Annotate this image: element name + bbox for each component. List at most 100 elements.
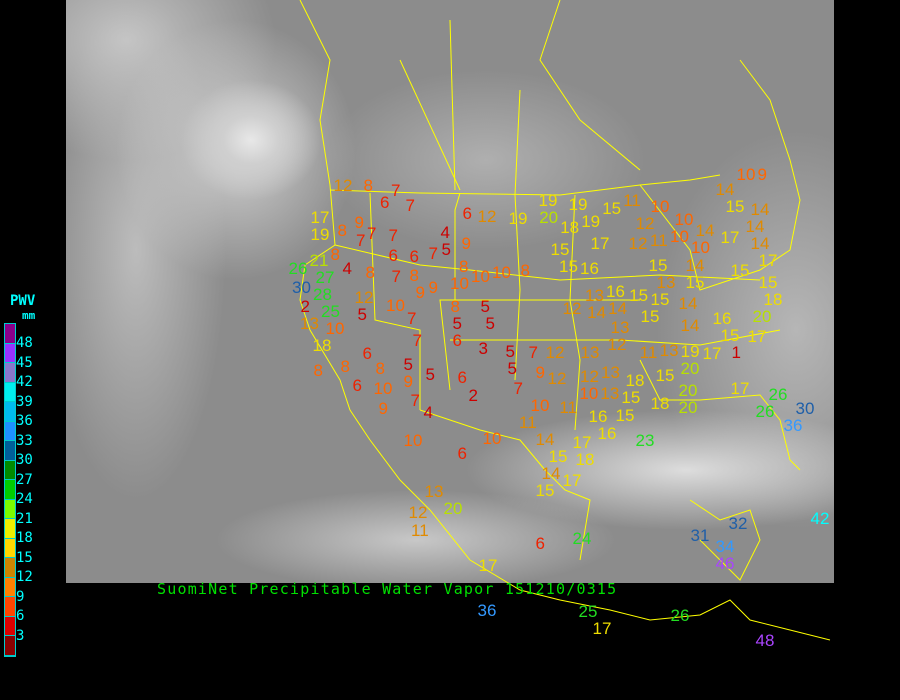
legend-swatch <box>5 441 15 461</box>
boundary-line <box>334 244 761 281</box>
station-pwv-value: 8 <box>375 358 385 378</box>
station-pwv-value: 6 <box>362 343 372 363</box>
legend-swatch <box>5 499 15 519</box>
station-pwv-value: 13 <box>656 273 676 293</box>
station-pwv-value: 16 <box>597 424 617 443</box>
station-pwv-value: 7 <box>412 330 422 350</box>
legend-label: 18 <box>16 530 33 546</box>
station-pwv-value: 10 <box>650 196 670 216</box>
station-pwv-value: 7 <box>391 180 401 200</box>
station-pwv-value: 5 <box>441 240 451 259</box>
station-pwv-value: 10 <box>386 295 405 315</box>
station-pwv-value: 11 <box>623 190 641 210</box>
station-pwv-value: 7 <box>428 243 438 263</box>
station-pwv-value: 19 <box>581 211 601 231</box>
station-pwv-value: 6 <box>457 443 467 463</box>
legend-label: 6 <box>16 608 25 624</box>
station-pwv-value: 5 <box>480 297 490 316</box>
station-pwv-value: 20 <box>680 359 700 378</box>
station-pwv-value: 19 <box>680 342 700 361</box>
station-pwv-value: 15 <box>655 365 675 385</box>
station-pwv-value: 17 <box>562 470 582 490</box>
station-pwv-value: 8 <box>450 296 460 316</box>
station-pwv-value: 26 <box>670 605 690 625</box>
station-pwv-value: 12 <box>333 175 353 195</box>
station-pwv-value: 15 <box>720 326 740 346</box>
legend-swatch <box>5 421 15 441</box>
station-pwv-value: 7 <box>356 230 366 250</box>
station-pwv-value: 8 <box>337 220 347 240</box>
legend-swatch <box>5 480 15 500</box>
station-pwv-value: 15 <box>725 196 745 216</box>
station-pwv-value: 18 <box>312 335 332 355</box>
station-pwv-value: 13 <box>580 342 600 362</box>
station-pwv-value: 14 <box>608 299 628 318</box>
legend-label: 36 <box>16 413 33 429</box>
station-pwv-value: 15 <box>559 256 578 276</box>
station-pwv-value: 5 <box>507 359 517 378</box>
station-pwv-value: 10 <box>471 266 490 286</box>
legend-swatch <box>5 324 15 344</box>
station-pwv-value: 12 <box>408 502 428 522</box>
station-pwv-value: 18 <box>575 450 595 469</box>
station-pwv-value: 7 <box>410 390 420 410</box>
station-pwv-value: 13 <box>659 340 679 360</box>
legend-label: 15 <box>16 549 33 566</box>
station-pwv-value: 9 <box>403 372 413 391</box>
station-pwv-value: 6 <box>388 245 398 265</box>
legend-swatch <box>5 597 15 617</box>
station-pwv-value: 20 <box>678 381 698 400</box>
station-pwv-value: 11 <box>519 412 537 432</box>
station-pwv-value: 17 <box>758 250 778 270</box>
station-pwv-value: 15 <box>648 256 668 276</box>
station-pwv-value: 4 <box>440 223 450 242</box>
legend-title: PWV <box>10 293 36 309</box>
station-pwv-value: 12 <box>562 298 582 318</box>
station-pwv-value: 7 <box>407 308 417 328</box>
station-pwv-value: 15 <box>650 290 670 310</box>
station-pwv-value: 34 <box>715 537 735 556</box>
station-pwv-value: 36 <box>783 415 803 435</box>
legend-label: 45 <box>16 354 33 371</box>
legend-label: 3 <box>16 627 25 644</box>
station-pwv-value: 13 <box>600 383 620 403</box>
station-pwv-value: 15 <box>640 307 660 327</box>
boundary-line <box>514 89 521 196</box>
station-pwv-value: 15 <box>550 239 570 259</box>
station-pwv-value: 11 <box>639 342 658 362</box>
station-pwv-value: 5 <box>357 305 367 324</box>
station-pwv-value: 9 <box>535 362 545 382</box>
station-pwv-value: 13 <box>610 317 630 337</box>
legend-label: 21 <box>16 510 33 527</box>
station-pwv-value: 6 <box>462 203 472 223</box>
station-pwv-value: 18 <box>625 371 645 390</box>
station-pwv-value: 7 <box>388 225 398 245</box>
station-pwv-value: 15 <box>602 198 622 218</box>
station-pwv-value: 10 <box>736 164 756 184</box>
boundary-line <box>689 499 761 581</box>
station-pwv-value: 10 <box>670 226 689 246</box>
station-pwv-value: 8 <box>459 257 469 276</box>
station-pwv-value: 15 <box>535 480 555 500</box>
station-pwv-value: 14 <box>680 315 700 335</box>
boundary-line <box>569 194 581 431</box>
station-pwv-value: 26 <box>755 402 775 421</box>
legend-label: 9 <box>16 588 25 605</box>
legend-swatch <box>5 363 15 383</box>
station-pwv-value: 9 <box>428 277 438 297</box>
station-pwv-value: 5 <box>403 355 413 374</box>
legend-swatch <box>5 558 15 578</box>
station-pwv-value: 10 <box>373 378 393 398</box>
station-pwv-value: 12 <box>547 368 567 388</box>
station-pwv-value: 32 <box>728 513 748 533</box>
legend-swatch <box>5 577 15 597</box>
station-pwv-value: 27 <box>315 267 335 287</box>
station-pwv-value: 15 <box>629 286 649 305</box>
boundary-line <box>419 409 591 561</box>
station-pwv-value: 16 <box>712 309 732 329</box>
station-pwv-value: 15 <box>615 405 635 425</box>
station-pwv-value: 5 <box>425 364 435 384</box>
station-pwv-value: 48 <box>755 630 775 650</box>
station-pwv-value: 8 <box>313 360 323 380</box>
